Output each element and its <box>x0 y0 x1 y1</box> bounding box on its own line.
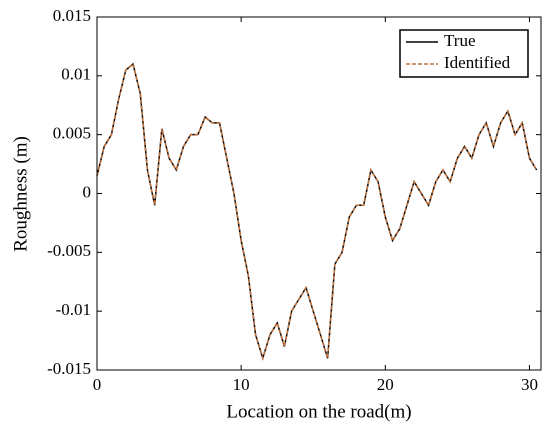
x-axis-label: Location on the road(m) <box>226 401 411 422</box>
y-tick-label: 0 <box>83 182 92 201</box>
y-tick-label: -0.01 <box>56 300 91 319</box>
legend-label: Identified <box>444 53 511 72</box>
y-tick-label: 0.015 <box>53 6 91 25</box>
legend-box <box>399 29 529 78</box>
y-tick-label: -0.015 <box>47 359 91 378</box>
y-tick-label: -0.005 <box>47 241 91 260</box>
axes-frame <box>96 16 542 371</box>
legend-label: True <box>444 31 476 50</box>
x-tick-label: 20 <box>377 375 394 394</box>
x-tick-label: 30 <box>521 375 538 394</box>
y-axis-label: Roughness (m) <box>10 136 31 252</box>
x-tick-label: 10 <box>233 375 250 394</box>
data-line <box>96 62 538 361</box>
y-tick-label: 0.01 <box>61 65 91 84</box>
x-tick-label: 0 <box>93 375 102 394</box>
y-tick-label: 0.005 <box>53 124 91 143</box>
